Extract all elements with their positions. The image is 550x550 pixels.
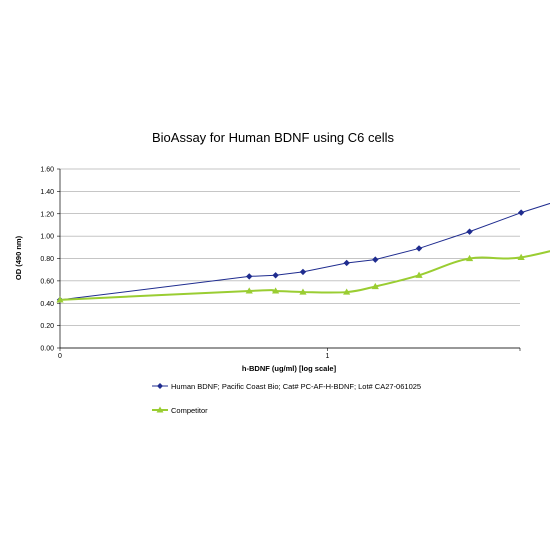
data-point-triangle	[415, 271, 423, 278]
y-tick-label: 1.20	[40, 211, 54, 218]
y-tick-label: 1.00	[40, 234, 54, 241]
x-axis-label: h-BDNF (ug/ml) [log scale]	[242, 364, 337, 373]
y-tick-label: 0.20	[40, 323, 54, 330]
y-tick-label: 1.40	[40, 189, 54, 196]
y-tick-label: 0.60	[40, 278, 54, 285]
legend: Human BDNF; Pacific Coast Bio; Cat# PC-A…	[152, 382, 421, 415]
data-point-triangle	[371, 282, 379, 290]
data-point-diamond	[272, 272, 279, 279]
series-layer	[56, 202, 550, 304]
data-point-triangle	[245, 287, 253, 294]
data-point-triangle	[517, 253, 525, 260]
data-point-diamond	[299, 268, 307, 276]
series-0	[56, 202, 550, 304]
data-point-triangle	[272, 287, 280, 294]
legend-item-human-bdnf: Human BDNF; Pacific Coast Bio; Cat# PC-A…	[152, 382, 421, 391]
x-tick-label: 1	[325, 353, 329, 360]
y-tick-label: 1.60	[40, 167, 54, 174]
y-tick-label: 0.00	[40, 346, 54, 353]
y-axis-label: OD (490 nm)	[14, 235, 23, 280]
data-point-diamond	[246, 273, 253, 280]
legend-item-competitor: Competitor	[152, 406, 208, 415]
data-point-triangle	[465, 254, 474, 262]
series-line	[59, 202, 550, 301]
x-tick-label: 0	[58, 353, 62, 360]
data-point-diamond	[372, 256, 379, 263]
series-1	[56, 250, 550, 303]
legend-marker-diamond	[157, 383, 163, 389]
legend-label-competitor: Competitor	[171, 406, 208, 415]
legend-label-human-bdnf: Human BDNF; Pacific Coast Bio; Cat# PC-A…	[171, 382, 421, 391]
data-point-triangle	[299, 288, 307, 295]
legend-marker-triangle	[156, 406, 164, 413]
data-point-diamond	[466, 228, 473, 235]
data-point-diamond	[517, 209, 525, 216]
y-tick-label: 0.40	[40, 301, 54, 308]
y-tick-labels: 0.00 0.20 0.40 0.60 0.80 1.00 1.20 1.40 1.60	[40, 167, 60, 353]
chart-title: BioAssay for Human BDNF using C6 cells	[152, 130, 395, 145]
y-gridlines	[60, 168, 520, 349]
data-point-diamond	[415, 245, 423, 252]
data-point-diamond	[343, 259, 350, 267]
data-point-triangle	[343, 288, 351, 295]
data-point-triangle	[56, 296, 64, 303]
y-tick-label: 0.80	[40, 256, 54, 263]
